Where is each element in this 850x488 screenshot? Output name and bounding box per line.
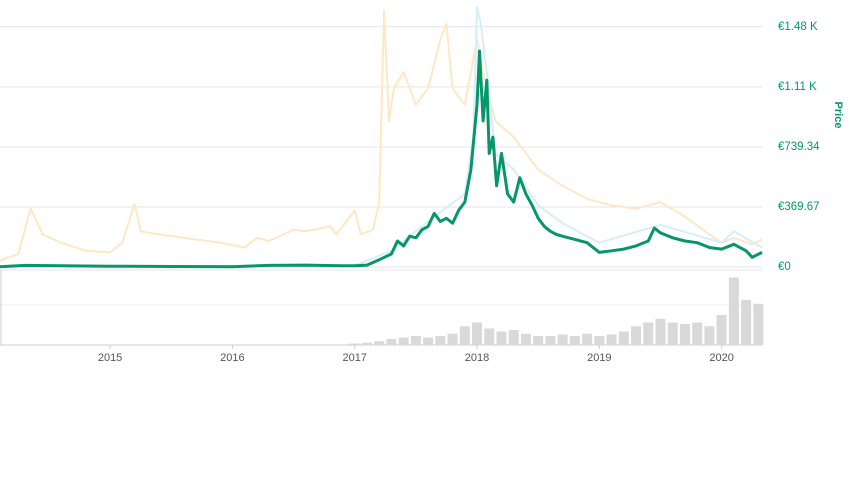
volume-bar: [643, 322, 654, 345]
volume-bar: [410, 336, 421, 345]
volume-bar: [545, 336, 556, 345]
volume-bar: [508, 330, 519, 345]
volume-bar: [459, 326, 470, 345]
y-tick-label: €739.34: [778, 141, 820, 153]
price-line: [0, 6, 763, 268]
volume-bar: [753, 303, 764, 345]
volume-bar: [349, 343, 360, 345]
volume-bar: [594, 336, 605, 345]
volume-bar: [520, 333, 531, 345]
volume-bar: [679, 324, 690, 345]
volume-bar: [496, 331, 507, 345]
volume-bar: [704, 326, 715, 345]
price-line: [0, 49, 763, 269]
y-tick-label: €1.48 K: [778, 21, 818, 33]
volume-bar: [447, 333, 458, 345]
x-tick-label: 2018: [465, 352, 489, 364]
volume-bar: [435, 336, 446, 345]
volume-bar: [716, 315, 727, 345]
x-tick-label: 2019: [587, 352, 611, 364]
x-tick-label: 2015: [98, 352, 122, 364]
volume-bar: [667, 322, 678, 345]
volume-bar: [582, 333, 593, 345]
volume-bar: [374, 341, 385, 345]
volume-bar: [361, 342, 372, 345]
volume-bar: [618, 331, 629, 345]
y-tick-label: €0: [778, 261, 791, 273]
x-tick-label: 2016: [220, 352, 244, 364]
volume-bar: [741, 300, 752, 345]
price-line: [0, 9, 763, 262]
volume-bar: [484, 328, 495, 345]
volume-bar: [569, 336, 580, 345]
volume-bar: [557, 334, 568, 345]
volume-bar: [655, 318, 666, 345]
volume-bar: [631, 326, 642, 345]
volume-bar: [728, 277, 739, 345]
x-tick-label: 2020: [709, 352, 733, 364]
y-tick-label: €369.67: [778, 201, 820, 213]
volume-bar: [423, 337, 434, 345]
y-axis-label: Price: [832, 102, 844, 129]
volume-bar: [533, 336, 544, 345]
volume-bar: [606, 334, 617, 345]
volume-bar: [472, 322, 483, 345]
volume-bar: [692, 322, 703, 345]
volume-bar: [386, 339, 397, 345]
x-tick-label: 2017: [342, 352, 366, 364]
y-tick-label: €1.11 K: [778, 81, 817, 93]
volume-bar: [398, 337, 409, 345]
